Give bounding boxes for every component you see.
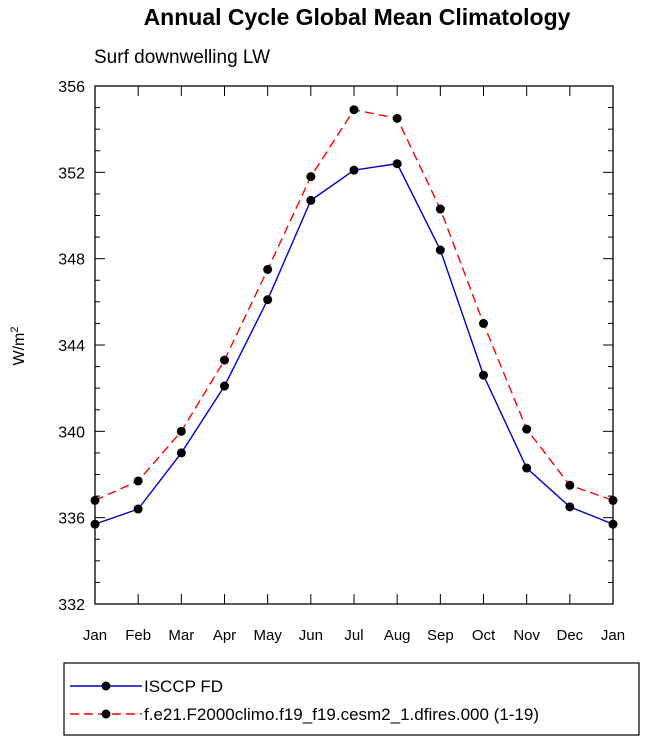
data-point-series-1	[565, 502, 575, 512]
legend-marker-2	[101, 709, 111, 719]
y-tick-label: 344	[58, 338, 85, 355]
y-axis-label: W/m2	[9, 327, 28, 366]
y-tick-label: 332	[58, 597, 85, 614]
data-point-series-2	[349, 105, 359, 115]
data-point-series-1	[479, 370, 488, 380]
y-tick-label: 336	[58, 511, 85, 528]
data-point-series-2	[479, 318, 488, 328]
y-tick-label: 340	[58, 424, 85, 441]
x-tick-label: May	[253, 627, 282, 644]
data-point-series-1	[176, 448, 186, 458]
y-axis-label-superscript: 2	[9, 327, 21, 333]
series-layer	[90, 105, 618, 529]
x-tick-label: Jan	[83, 627, 107, 644]
data-point-series-2	[522, 424, 532, 434]
x-tick-label: Oct	[472, 627, 496, 644]
series-line-1	[94, 162, 614, 525]
x-tick-label: Jan	[601, 627, 625, 644]
data-point-series-2	[435, 204, 445, 214]
legend-box	[63, 662, 640, 736]
data-point-series-2	[565, 480, 575, 490]
y-axis-label-unit: W/m	[11, 333, 28, 366]
data-point-series-1	[349, 165, 359, 175]
data-point-series-2	[176, 426, 186, 436]
data-point-series-1	[392, 159, 402, 169]
x-tick-label: Feb	[125, 627, 151, 644]
x-tick-label: Mar	[168, 627, 194, 644]
data-point-series-1	[435, 245, 445, 255]
legend-marker-1	[101, 681, 111, 691]
tick-labels: 332 336 340 344 348 352 356 Jan Feb Mar Apr May Jun J…	[58, 79, 625, 644]
data-point-series-1	[263, 295, 273, 305]
data-point-series-1	[522, 463, 532, 473]
data-point-series-1	[306, 195, 316, 205]
legend-label-2: f.e21.F2000climo.f19_f19.cesm2_1.dfires.…	[144, 705, 539, 724]
data-point-series-2	[263, 264, 273, 274]
data-point-series-2	[220, 355, 229, 365]
y-tick-label: 348	[58, 252, 85, 269]
y-tick-label: 352	[58, 165, 85, 182]
chart-subtitle: Surf downwelling LW	[94, 47, 270, 68]
axis-ticks	[94, 85, 614, 605]
data-point-series-1	[133, 504, 143, 514]
x-tick-label: Dec	[556, 627, 583, 644]
x-tick-label: Apr	[213, 627, 236, 644]
plot-frame	[94, 85, 614, 605]
data-point-series-2	[306, 172, 316, 182]
x-tick-label: Jun	[299, 627, 323, 644]
data-point-series-2	[392, 113, 402, 123]
legend-items: ISCCP FD f.e21.F2000climo.f19_f19.cesm2_1…	[70, 677, 539, 724]
legend: ISCCP FD f.e21.F2000climo.f19_f19.cesm2_1…	[63, 662, 640, 736]
x-tick-label: Jul	[344, 627, 363, 644]
y-tick-label: 356	[58, 79, 85, 96]
data-point-series-1	[220, 381, 229, 391]
chart-title: Annual Cycle Global Mean Climatology	[144, 4, 571, 30]
x-tick-label: Nov	[513, 627, 540, 644]
legend-label-1: ISCCP FD	[144, 677, 223, 696]
x-tick-label: Sep	[427, 627, 454, 644]
data-point-series-2	[133, 476, 143, 486]
x-tick-label: Aug	[384, 627, 411, 644]
